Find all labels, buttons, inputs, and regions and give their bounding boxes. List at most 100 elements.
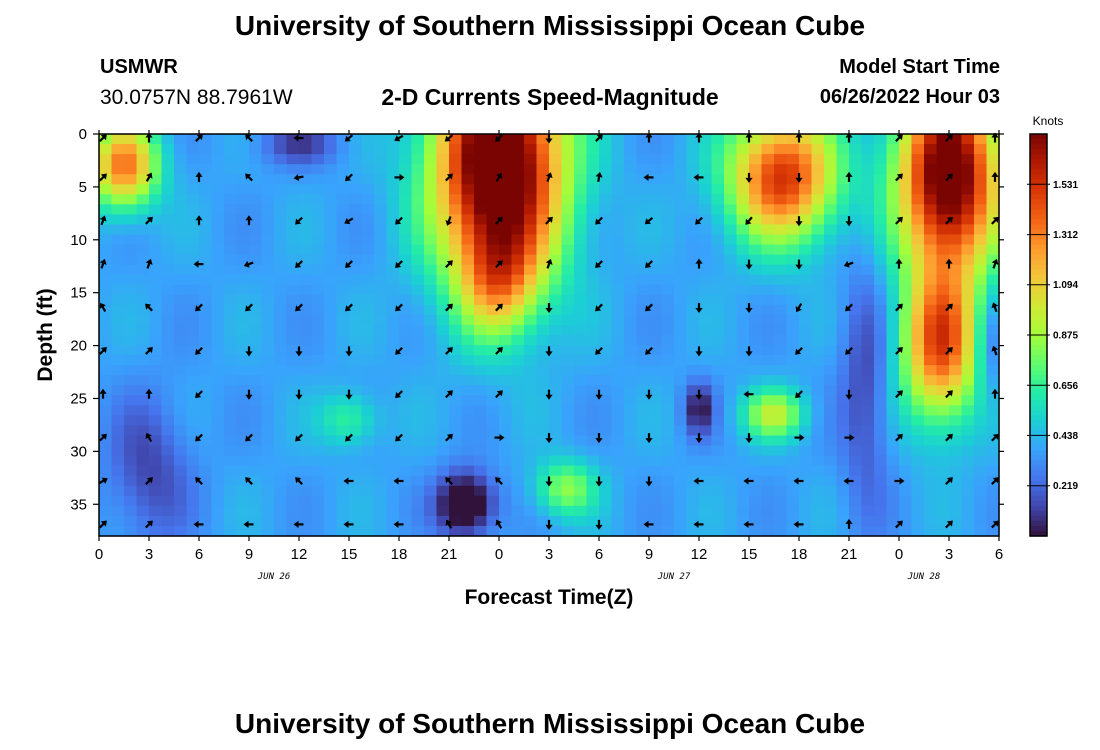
heatmap-cell (986, 375, 1000, 386)
heatmap-cell (474, 264, 488, 276)
heatmap-cell (674, 525, 688, 537)
current-vector (695, 132, 703, 143)
heatmap-cell (811, 234, 825, 246)
heatmap-cell (486, 144, 500, 155)
heatmap-cell (674, 194, 688, 205)
heatmap-cell (936, 234, 950, 246)
heatmap-cell (611, 375, 625, 386)
heatmap-cell (611, 515, 625, 527)
heatmap-cell (849, 144, 863, 155)
heatmap-cell (686, 214, 700, 226)
heatmap-cell (674, 455, 688, 467)
heatmap-cell (374, 194, 388, 205)
heatmap-cell (261, 304, 275, 316)
heatmap-cell (736, 274, 750, 286)
heatmap-cell (361, 214, 375, 226)
heatmap-cell (386, 365, 400, 376)
heatmap-cell (286, 274, 300, 286)
heatmap-cell (786, 485, 800, 497)
heatmap-cell (986, 264, 1000, 276)
heatmap-cell (424, 455, 438, 467)
heatmap-cell (736, 294, 750, 306)
current-vector (395, 260, 403, 268)
heatmap-cell (574, 214, 588, 226)
heatmap-cell (399, 465, 413, 477)
heatmap-cell (311, 164, 325, 175)
heatmap-cell (536, 445, 550, 457)
heatmap-cell (374, 445, 388, 457)
heatmap-cell (99, 335, 113, 346)
current-vector (245, 303, 253, 312)
heatmap-cell (624, 144, 638, 155)
heatmap-cell (899, 355, 913, 366)
heatmap-cell (549, 345, 563, 356)
heatmap-cell (286, 214, 300, 226)
heatmap-cell (386, 495, 400, 507)
heatmap-cell (761, 375, 775, 386)
heatmap-cell (111, 475, 125, 487)
heatmap-cell (824, 244, 838, 256)
heatmap-cell (574, 465, 588, 477)
heatmap-cell (549, 144, 563, 155)
heatmap-cell (411, 224, 425, 236)
heatmap-cell (899, 495, 913, 507)
heatmap-cell (511, 254, 525, 266)
heatmap-cell (511, 495, 525, 507)
colorbar-segment (1030, 365, 1047, 371)
colorbar-segment (1030, 159, 1047, 165)
colorbar-segment (1030, 279, 1047, 286)
heatmap-cell (136, 224, 150, 236)
heatmap-cell (761, 204, 775, 215)
heatmap-cell (761, 425, 775, 437)
heatmap-cell (261, 335, 275, 346)
heatmap-cell (199, 345, 213, 356)
heatmap-cell (511, 214, 525, 226)
heatmap-cell (199, 505, 213, 517)
heatmap-cell (474, 134, 488, 145)
heatmap-cell (586, 525, 600, 537)
heatmap-cell (136, 244, 150, 256)
heatmap-cell (986, 274, 1000, 286)
heatmap-cell (686, 465, 700, 477)
heatmap-cell (111, 345, 125, 356)
heatmap-cell (561, 144, 575, 155)
heatmap-cell (99, 485, 113, 497)
heatmap-cell (736, 335, 750, 346)
heatmap-cell (699, 485, 713, 497)
heatmap-cell (186, 395, 200, 406)
heatmap-cell (536, 224, 550, 236)
heatmap-cell (324, 455, 338, 467)
heatmap-cell (624, 355, 638, 366)
heatmap-cell (274, 294, 288, 306)
heatmap-cell (849, 244, 863, 256)
heatmap-cell (911, 204, 925, 215)
heatmap-cell (211, 154, 225, 165)
heatmap-cell (711, 495, 725, 507)
heatmap-cell (899, 264, 913, 276)
heatmap-cell (349, 525, 363, 537)
heatmap-cell (886, 435, 900, 447)
heatmap-cell (674, 375, 688, 386)
heatmap-cell (974, 294, 988, 306)
heatmap-cell (674, 154, 688, 165)
heatmap-cell (786, 345, 800, 356)
heatmap-cell (486, 134, 500, 145)
heatmap-cell (386, 335, 400, 346)
page-title: University of Southern Mississippi Ocean… (234, 10, 866, 41)
heatmap-cell (624, 335, 638, 346)
heatmap-cell (186, 435, 200, 447)
heatmap-cell (349, 365, 363, 376)
current-vector (645, 260, 653, 268)
heatmap-cell (611, 134, 625, 145)
heatmap-cell (599, 475, 613, 487)
heatmap-cell (674, 425, 688, 437)
heatmap-cell (111, 324, 125, 336)
heatmap-cell (499, 415, 513, 427)
heatmap-cell (699, 294, 713, 306)
heatmap-cell (586, 254, 600, 266)
heatmap-cell (149, 304, 163, 316)
heatmap-cell (474, 214, 488, 226)
heatmap-cell (424, 224, 438, 236)
heatmap-cell (961, 485, 975, 497)
heatmap-cell (874, 445, 888, 457)
